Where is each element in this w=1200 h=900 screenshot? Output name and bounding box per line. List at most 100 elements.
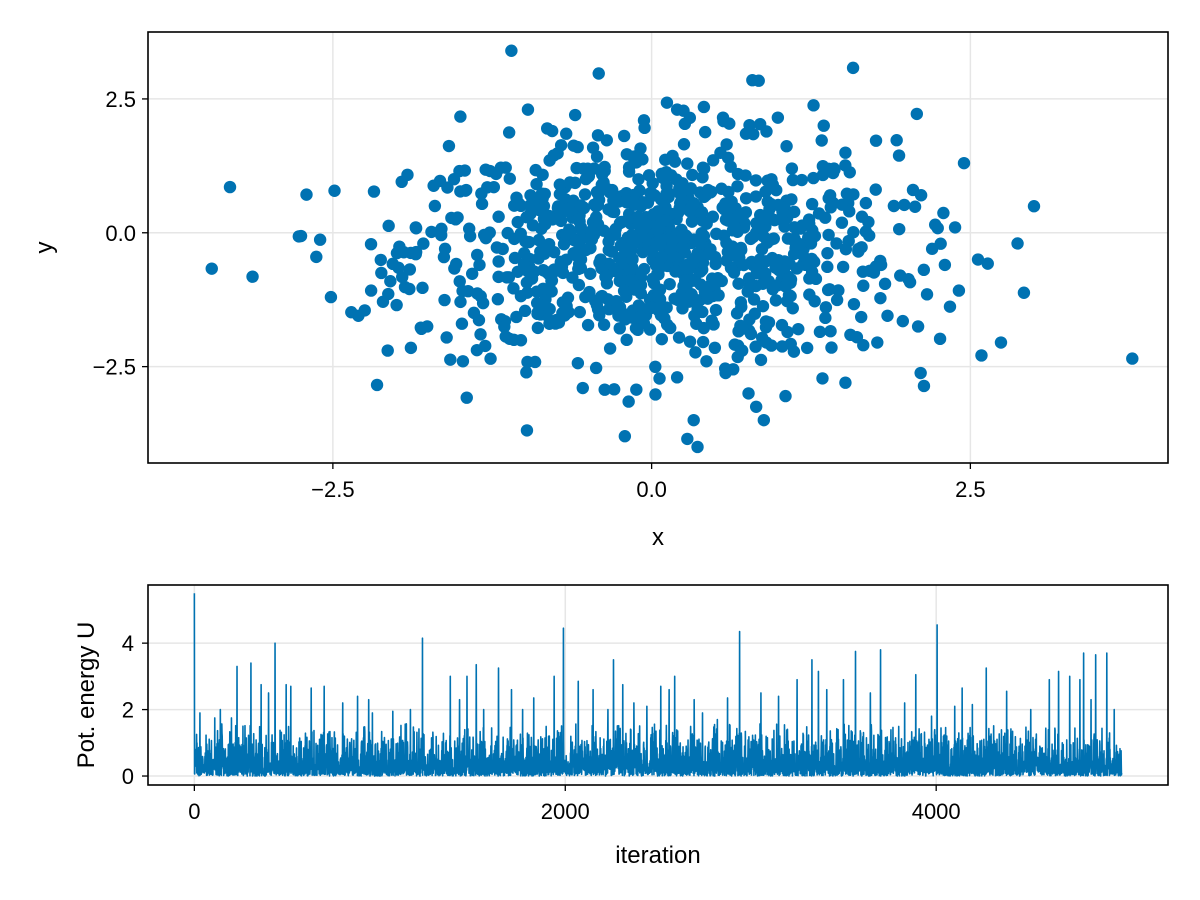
scatter-point — [559, 228, 573, 241]
trace-y-axis-label: Pot. energy U — [73, 622, 100, 769]
scatter-point — [663, 277, 676, 291]
scatter-point — [766, 178, 779, 191]
scatter-point — [772, 264, 786, 277]
scatter-point — [651, 205, 665, 218]
scatter-point — [617, 129, 631, 143]
scatter-point — [747, 293, 761, 306]
scatter-point — [786, 302, 799, 315]
scatter-point — [578, 188, 592, 201]
scatter-point — [653, 260, 666, 273]
scatter-point — [1011, 237, 1024, 250]
scatter-point — [857, 279, 870, 292]
scatter-point — [475, 197, 489, 211]
scatter-point — [511, 215, 524, 229]
scatter-point — [664, 231, 677, 245]
scatter-point — [441, 181, 454, 194]
scatter-point — [911, 320, 925, 333]
scatter-point — [823, 189, 837, 202]
scatter-point — [598, 383, 611, 396]
scatter-point — [491, 293, 505, 306]
scatter-point — [579, 290, 592, 304]
scatter-point — [933, 332, 947, 346]
scatter-point — [804, 237, 818, 250]
scatter-point — [948, 221, 962, 234]
scatter-point — [556, 266, 570, 280]
scatter-point — [614, 239, 628, 252]
scatter-point — [842, 234, 855, 248]
trace-x-tick-label: 0 — [188, 799, 200, 824]
scatter-point — [812, 207, 826, 220]
scatter-point — [588, 198, 601, 211]
scatter-point — [518, 304, 532, 318]
scatter-point — [610, 295, 623, 308]
scatter-point — [689, 251, 702, 264]
scatter-point — [710, 227, 723, 241]
scatter-point — [589, 210, 603, 224]
scatter-point — [328, 184, 341, 197]
scatter-point — [728, 221, 741, 234]
scatter-point — [416, 281, 429, 295]
scatter-point — [779, 280, 792, 293]
scatter-point — [602, 235, 615, 248]
scatter-point — [668, 155, 682, 168]
scatter-point — [664, 242, 677, 256]
scatter-points — [205, 44, 1139, 454]
scatter-point — [568, 247, 582, 261]
scatter-point — [626, 253, 639, 266]
scatter-point — [706, 210, 720, 223]
scatter-point — [442, 139, 456, 153]
trace-y-tick-label: 2 — [122, 698, 134, 723]
scatter-point — [754, 353, 768, 367]
scatter-point — [573, 215, 586, 228]
scatter-point — [731, 167, 745, 181]
scatter-point — [687, 413, 700, 427]
scatter-point — [521, 103, 535, 116]
scatter-point — [821, 246, 834, 260]
scatter-point — [524, 189, 537, 202]
scatter-point — [788, 221, 801, 234]
scatter-point — [874, 291, 887, 305]
scatter-point — [805, 252, 818, 266]
scatter-point — [819, 301, 833, 314]
scatter-point — [709, 303, 723, 317]
scatter-point — [816, 159, 830, 173]
scatter-point — [479, 231, 493, 245]
scatter-point — [421, 320, 434, 333]
scatter-point — [403, 263, 417, 276]
scatter-point — [514, 289, 528, 303]
scatter-point — [931, 221, 944, 235]
scatter-point — [634, 278, 648, 292]
scatter-point — [352, 309, 365, 322]
scatter-point — [847, 297, 861, 311]
scatter-point — [510, 310, 523, 324]
scatter-point — [736, 211, 749, 224]
scatter-point — [576, 381, 589, 395]
scatter-point — [871, 336, 884, 349]
scatter-point — [521, 265, 535, 278]
scatter-point — [592, 67, 605, 80]
scatter-point — [607, 194, 620, 207]
scatter-point — [462, 222, 476, 235]
scatter-point — [785, 193, 798, 206]
scatter-point — [300, 188, 313, 201]
trace-panel: 0 2000 4000 0 2 4 iteration Pot. energy … — [73, 584, 1169, 869]
scatter-point — [449, 257, 463, 271]
scatter-point — [910, 107, 924, 121]
scatter-point — [695, 206, 709, 219]
scatter-point — [697, 162, 711, 175]
scatter-point — [715, 274, 728, 288]
scatter-point — [686, 168, 699, 182]
scatter-point — [821, 260, 834, 274]
scatter-point — [708, 341, 722, 355]
trace-x-tick-label: 2000 — [541, 799, 590, 824]
trace-tick-marks — [142, 642, 937, 791]
scatter-point — [586, 141, 600, 154]
scatter-point — [795, 173, 809, 187]
scatter-point — [669, 265, 682, 278]
scatter-point — [681, 432, 694, 446]
scatter-point — [691, 302, 704, 316]
scatter-point — [878, 277, 892, 291]
scatter-point — [555, 206, 568, 220]
scatter-point — [836, 260, 850, 274]
scatter-point — [428, 199, 442, 213]
